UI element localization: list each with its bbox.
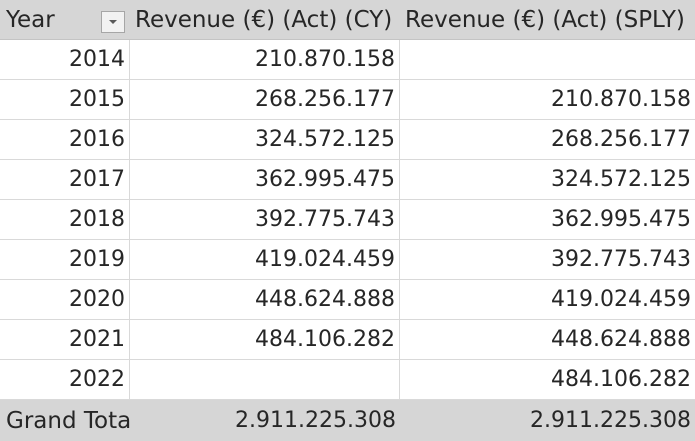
pivot-header-row: Year Revenue (€) (Act) (CY) Revenue (€) … xyxy=(0,0,695,40)
year-cell[interactable]: 2017 xyxy=(0,160,130,199)
grand-total-row: Grand Tota 2.911.225.308 2.911.225.308 xyxy=(0,400,695,441)
grand-total-sply-cell[interactable]: 2.911.225.308 xyxy=(530,408,691,433)
revenue-sply-header-label: Revenue (€) (Act) (SPLY) xyxy=(405,6,685,33)
revenue-cy-cell[interactable]: 484.106.282 xyxy=(130,320,400,359)
year-cell[interactable]: 2020 xyxy=(0,280,130,319)
table-row: 2020 448.624.888 419.024.459 xyxy=(0,280,695,320)
year-header-label: Year xyxy=(6,6,55,33)
year-cell[interactable]: 2018 xyxy=(0,200,130,239)
revenue-cy-cell[interactable]: 268.256.177 xyxy=(130,80,400,119)
revenue-sply-column-header[interactable]: Revenue (€) (Act) (SPLY) xyxy=(400,0,695,39)
revenue-cy-cell[interactable]: 362.995.475 xyxy=(130,160,400,199)
table-row: 2016 324.572.125 268.256.177 xyxy=(0,120,695,160)
table-row: 2018 392.775.743 362.995.475 xyxy=(0,200,695,240)
revenue-sply-cell[interactable]: 324.572.125 xyxy=(551,167,691,192)
revenue-sply-cell[interactable]: 448.624.888 xyxy=(551,327,691,352)
year-cell[interactable]: 2014 xyxy=(0,40,130,79)
revenue-cy-cell[interactable]: 324.572.125 xyxy=(130,120,400,159)
year-filter-dropdown-button[interactable] xyxy=(101,11,125,33)
chevron-down-icon xyxy=(109,20,117,24)
revenue-sply-cell[interactable]: 210.870.158 xyxy=(551,87,691,112)
year-cell[interactable]: 2016 xyxy=(0,120,130,159)
revenue-cy-cell[interactable]: 392.775.743 xyxy=(130,200,400,239)
revenue-cy-cell[interactable]: 210.870.158 xyxy=(130,40,400,79)
revenue-sply-cell[interactable]: 392.775.743 xyxy=(551,247,691,272)
revenue-sply-cell[interactable]: 419.024.459 xyxy=(551,287,691,312)
revenue-cy-cell[interactable]: 419.024.459 xyxy=(130,240,400,279)
year-cell[interactable]: 2015 xyxy=(0,80,130,119)
revenue-sply-cell[interactable]: 484.106.282 xyxy=(551,367,691,392)
grand-total-cy-cell[interactable]: 2.911.225.308 xyxy=(235,408,396,433)
table-row: 2019 419.024.459 392.775.743 xyxy=(0,240,695,280)
table-row: 2021 484.106.282 448.624.888 xyxy=(0,320,695,360)
table-row: 2014 210.870.158 xyxy=(0,40,695,80)
year-column-header[interactable]: Year xyxy=(0,0,130,39)
year-cell[interactable]: 2021 xyxy=(0,320,130,359)
revenue-cy-cell[interactable]: 448.624.888 xyxy=(130,280,400,319)
revenue-cy-cell[interactable] xyxy=(130,360,400,399)
revenue-sply-cell[interactable]: 362.995.475 xyxy=(551,207,691,232)
revenue-cy-header-label: Revenue (€) (Act) (CY) xyxy=(135,6,393,33)
year-cell[interactable]: 2022 xyxy=(0,360,130,399)
table-row: 2022 484.106.282 xyxy=(0,360,695,400)
revenue-sply-cell[interactable]: 268.256.177 xyxy=(551,127,691,152)
revenue-sply-cell[interactable] xyxy=(400,40,695,79)
table-row: 2015 268.256.177 210.870.158 xyxy=(0,80,695,120)
table-row: 2017 362.995.475 324.572.125 xyxy=(0,160,695,200)
revenue-cy-column-header[interactable]: Revenue (€) (Act) (CY) xyxy=(130,0,400,39)
grand-total-label[interactable]: Grand Tota xyxy=(6,407,130,434)
year-cell[interactable]: 2019 xyxy=(0,240,130,279)
